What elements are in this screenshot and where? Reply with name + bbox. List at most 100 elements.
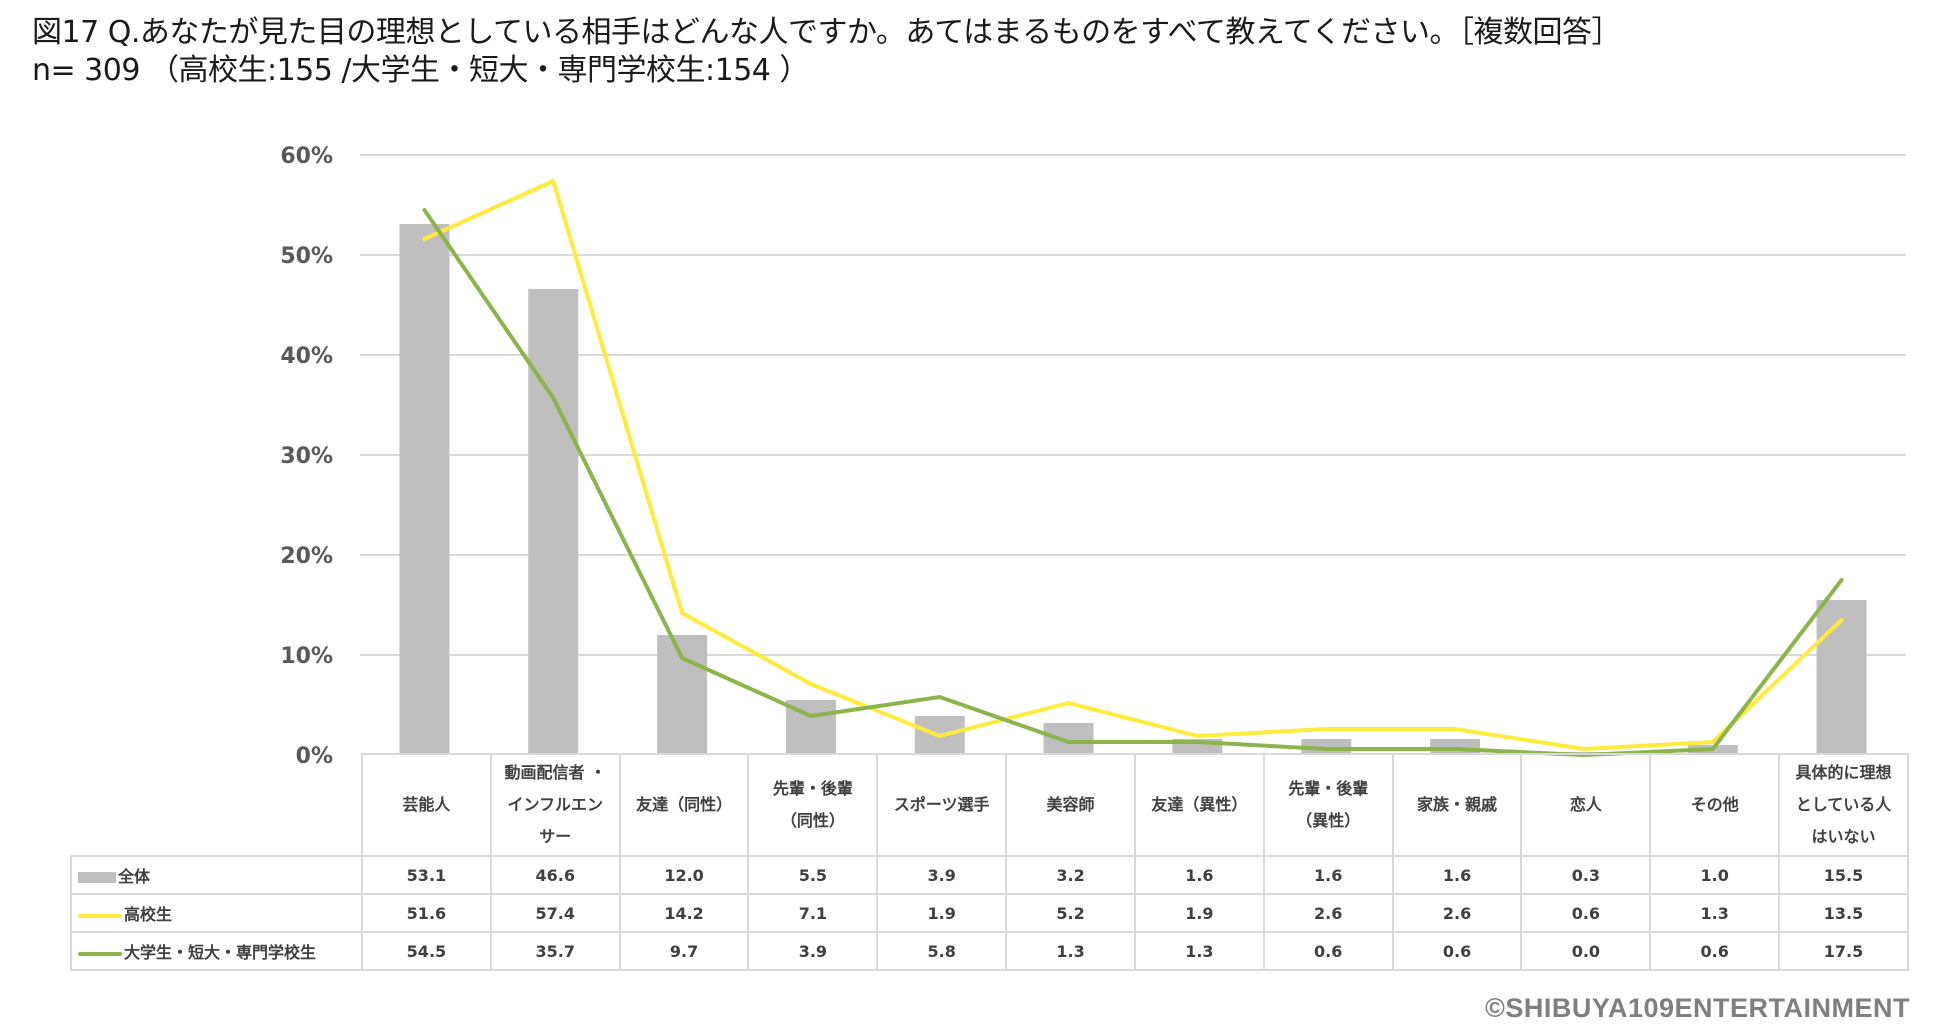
table-cell-value: 0.6 (1520, 893, 1652, 933)
legend-entry: 大学生・短大・専門学校生 (70, 931, 363, 971)
bar-total (399, 224, 450, 755)
category-label: 先輩・後輩 （異性） (1262, 753, 1394, 857)
y-tick-label: 50% (280, 244, 333, 269)
table-cell-value: 0.6 (1391, 931, 1523, 971)
table-cell-value: 57.4 (489, 893, 621, 933)
table-cell-value: 5.2 (1005, 893, 1136, 933)
category-label-line: 動画配信者 ・ (504, 763, 607, 782)
table-cell-value: 3.9 (876, 855, 1008, 895)
legend-label: 高校生 (124, 905, 173, 924)
category-label-line: 美容師 (1046, 795, 1095, 814)
table-cell-value: 2.6 (1262, 893, 1394, 933)
y-tick-label: 30% (280, 444, 333, 469)
category-label-line: 友達（同性） (636, 795, 733, 814)
legend-label: 全体 (118, 867, 151, 886)
y-tick-label: 0% (296, 744, 333, 769)
table-cell-value: 0.6 (1262, 931, 1394, 971)
category-label-line: 恋人 (1569, 795, 1602, 814)
category-label: 友達（同性） (618, 753, 750, 857)
copyright-credit: ©SHIBUYA109ENTERTAINMENT (1485, 993, 1910, 1023)
bar-total (1043, 723, 1094, 755)
line-university (422, 208, 1844, 757)
table-row: 大学生・短大・専門学校生 54.5 35.7 9.7 3.9 5.8 1.3 1.3 0.6 0.… (70, 931, 1909, 971)
table-cell-value: 9.7 (618, 931, 750, 971)
category-label: 動画配信者 ・インフルエン サー (489, 753, 621, 857)
title-sample-size: n= 309 （高校生:155 /大学生・短大・専門学校生:154 ） (32, 53, 809, 88)
table-cell-value: 1.6 (1391, 855, 1523, 895)
category-label: 先輩・後輩 （同性） (747, 753, 879, 857)
line-series (422, 179, 1844, 757)
y-tick-label: 40% (280, 344, 333, 369)
table-cell-value: 0.6 (1649, 931, 1781, 971)
table-cell-value: 35.7 (489, 931, 621, 971)
category-label-line: インフルエン (507, 795, 603, 814)
category-label: 家族・親戚 (1391, 753, 1523, 857)
category-label-line: スポーツ選手 (893, 795, 990, 814)
bar-series-total (399, 224, 1867, 755)
table-cell-value: 1.6 (1262, 855, 1394, 895)
table-cell-value: 1.3 (1005, 931, 1136, 971)
table-cell-value: 51.6 (361, 893, 492, 933)
table-cell-value: 3.9 (747, 931, 879, 971)
category-label: 恋人 (1520, 753, 1652, 857)
category-label: 友達（異性） (1133, 753, 1265, 857)
category-label-line: 具体的に理想 (1795, 763, 1892, 782)
line-highschool (422, 179, 1844, 751)
table-cell-value: 0.0 (1520, 931, 1652, 971)
category-label: 芸能人 (361, 753, 492, 857)
legend-label: 大学生・短大・専門学校生 (124, 943, 317, 962)
data-table: 芸能人 動画配信者 ・インフルエン サー 友達（同性） 先輩・後輩 （同性） スポーツ選手美… (70, 753, 1909, 971)
table-cell-value: 17.5 (1778, 931, 1909, 971)
bar-total (657, 635, 708, 755)
category-label-line: その他 (1690, 795, 1739, 814)
y-axis-ticks: 0% 10% 20% 30% 40% 50% 60% (280, 144, 333, 769)
category-label: 美容師 (1005, 753, 1136, 857)
category-label-line: はいない (1811, 827, 1876, 846)
table-cell-value: 5.5 (747, 855, 879, 895)
legend-swatch-line-icon (78, 913, 122, 918)
table-cell-value: 1.0 (1649, 855, 1781, 895)
table-cell-value: 1.3 (1649, 893, 1781, 933)
table-cell-value: 1.6 (1133, 855, 1265, 895)
table-cell-value: 2.6 (1391, 893, 1523, 933)
table-cell-value: 3.2 (1005, 855, 1136, 895)
table-corner (71, 754, 362, 856)
category-label-line: 家族・親戚 (1417, 795, 1498, 814)
table-row: 高校生 51.6 57.4 14.2 7.1 1.9 5.2 1.9 2.6 2.6 0.6 1.3 1… (70, 893, 1909, 933)
category-label-line: （同性） (780, 811, 845, 830)
table-header-row: 芸能人 動画配信者 ・インフルエン サー 友達（同性） 先輩・後輩 （同性） スポーツ選手美… (71, 753, 1909, 857)
table-cell-value: 54.5 (361, 931, 492, 971)
table-cell-value: 1.9 (876, 893, 1008, 933)
bar-total (1816, 600, 1867, 755)
category-label-line: としている人 (1795, 795, 1892, 814)
category-label-line: 先輩・後輩 (1288, 779, 1369, 798)
category-label: 具体的に理想 としている人 はいない (1778, 753, 1909, 857)
legend-swatch-bar-icon (78, 872, 116, 883)
y-tick-label: 10% (280, 644, 333, 669)
table-cell-value: 7.1 (747, 893, 879, 933)
category-label-line: 芸能人 (402, 795, 451, 814)
category-label-line: サー (539, 827, 572, 846)
table-cell-value: 13.5 (1778, 893, 1909, 933)
legend-entry: 全体 (70, 855, 363, 895)
category-label: スポーツ選手 (876, 753, 1008, 857)
table-cell-value: 14.2 (618, 893, 750, 933)
legend-swatch-line-icon (78, 951, 122, 956)
legend-entry: 高校生 (70, 893, 363, 933)
table-cell-value: 12.0 (618, 855, 750, 895)
table-cell-value: 0.3 (1520, 855, 1652, 895)
y-tick-label: 60% (280, 144, 333, 169)
table-cell-value: 53.1 (361, 855, 492, 895)
category-label: その他 (1649, 753, 1781, 857)
y-tick-label: 20% (280, 544, 333, 569)
title-question: 図17 Q.あなたが見た目の理想としている相手はどんな人ですか。あてはまるものを… (32, 15, 1621, 50)
table-cell-value: 46.6 (489, 855, 621, 895)
category-label-line: （異性） (1296, 811, 1361, 830)
gridlines (360, 154, 1906, 656)
bar-total (528, 289, 579, 755)
table-row: 全体 53.1 46.6 12.0 5.5 3.9 3.2 1.6 1.6 1.6 0.3 1.0 15… (70, 855, 1909, 895)
table-cell-value: 5.8 (876, 931, 1008, 971)
table-cell-value: 1.3 (1133, 931, 1265, 971)
category-label-line: 友達（異性） (1151, 795, 1248, 814)
